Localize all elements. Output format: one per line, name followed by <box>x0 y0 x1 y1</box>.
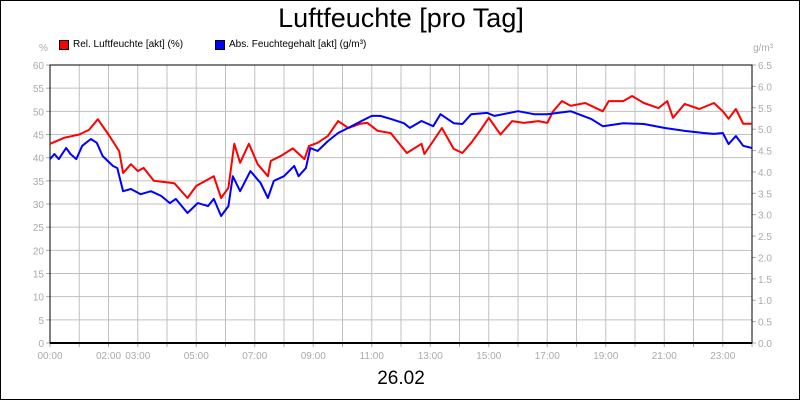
y-left-tick-label: 30 <box>33 200 45 211</box>
legend-swatch-blue <box>215 39 225 50</box>
legend-item-abs-humidity: Abs. Feuchtegehalt [akt] (g/m³) <box>215 39 366 50</box>
y-right-tick-label: 1.5 <box>758 275 772 286</box>
y-left-tick-label: 20 <box>33 246 45 257</box>
y-right-tick-label: 0.0 <box>758 339 772 350</box>
y-right-tick-label: 6.5 <box>758 61 772 72</box>
legend-label: Abs. Feuchtegehalt [akt] (g/m³) <box>229 39 367 50</box>
x-tick-label: 05:00 <box>184 351 209 362</box>
x-tick-label: 07:00 <box>242 351 267 362</box>
y-right-tick-label: 3.5 <box>758 189 772 200</box>
x-tick-label: 13:00 <box>418 351 443 362</box>
y-right-tick-label: 4.5 <box>758 147 772 158</box>
y-left-tick-label: 10 <box>33 293 45 304</box>
x-tick-label: 19:00 <box>593 351 618 362</box>
y-left-tick-label: 45 <box>33 131 45 142</box>
legend-label: Rel. Luftfeuchte [akt] (%) <box>73 39 184 50</box>
left-axis-unit: % <box>39 43 48 54</box>
x-axis-label: 26.02 <box>377 368 425 389</box>
y-left-tick-label: 25 <box>33 223 45 234</box>
y-right-tick-label: 2.5 <box>758 232 772 243</box>
y-right-tick-label: 0.5 <box>758 318 772 329</box>
y-right-tick-label: 5.5 <box>758 104 772 115</box>
x-tick-label: 17:00 <box>535 351 560 362</box>
y-right-tick-label: 4.0 <box>758 168 772 179</box>
y-left-tick-label: 60 <box>33 61 45 72</box>
legend-swatch-red <box>59 39 69 50</box>
x-tick-label: 00:00 <box>37 351 62 362</box>
x-tick-label: 02:00 <box>96 351 121 362</box>
legend-item-rel-humidity: Rel. Luftfeuchte [akt] (%) <box>59 39 183 50</box>
y-right-tick-label: 5.0 <box>758 125 772 136</box>
x-tick-label: 09:00 <box>301 351 326 362</box>
y-left-tick-label: 55 <box>33 84 45 95</box>
series-line-abs-humidity <box>49 110 753 217</box>
y-left-tick-label: 5 <box>38 316 44 327</box>
x-tick-label: 23:00 <box>710 351 735 362</box>
y-left-tick-label: 40 <box>33 154 45 165</box>
x-tick-label: 21:00 <box>652 351 677 362</box>
y-right-tick-label: 2.0 <box>758 253 772 264</box>
series-line-rel-humidity <box>49 95 752 199</box>
y-left-tick-label: 35 <box>33 177 45 188</box>
y-right-tick-label: 6.0 <box>758 82 772 93</box>
y-right-tick-label: 3.0 <box>758 211 772 222</box>
y-right-tick-label: 1.0 <box>758 296 772 307</box>
x-tick-label: 15:00 <box>476 351 501 362</box>
chart-title: Luftfeuchte [pro Tag] <box>278 3 524 33</box>
x-tick-label: 03:00 <box>125 351 150 362</box>
right-axis-unit: g/m³ <box>753 43 773 54</box>
y-left-tick-label: 15 <box>33 270 45 281</box>
y-left-tick-label: 0 <box>38 339 44 350</box>
x-tick-label: 11:00 <box>360 351 385 362</box>
y-left-tick-label: 50 <box>33 107 45 118</box>
